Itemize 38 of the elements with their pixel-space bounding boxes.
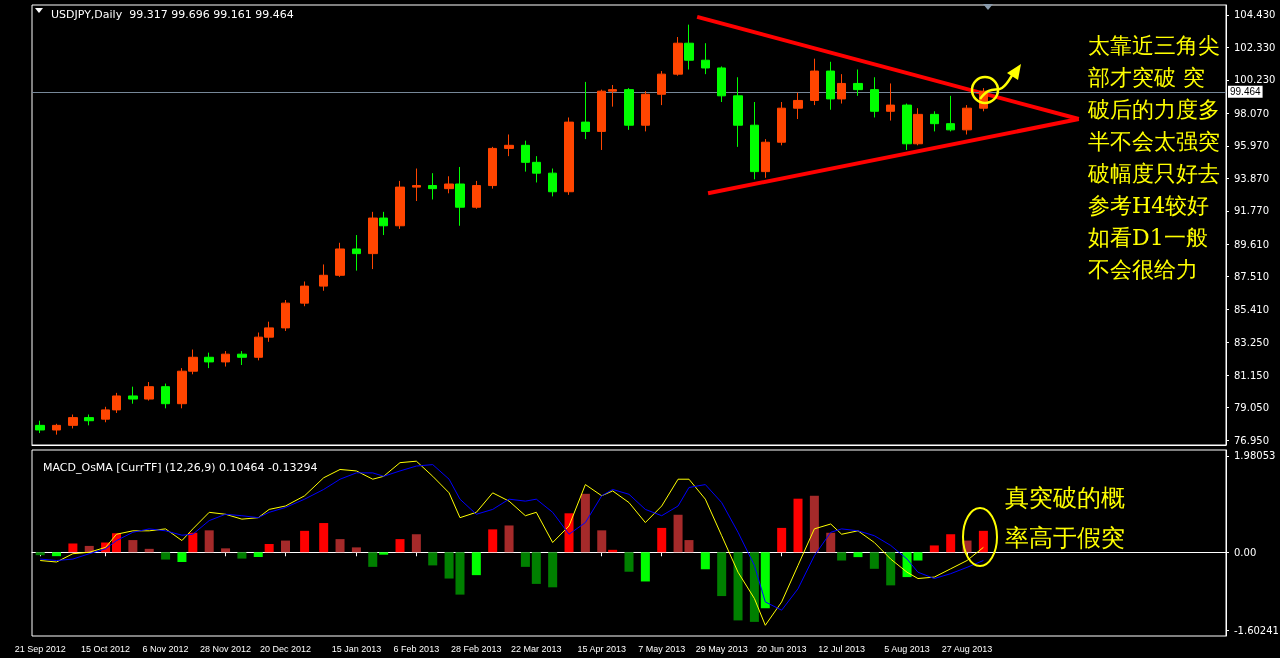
x-tick-label: 20 Dec 2012 xyxy=(260,643,312,654)
y-tick-label: 95.970 xyxy=(1234,140,1269,152)
x-tick-label: 28 Feb 2013 xyxy=(451,643,502,654)
y-tick-label: 1.98053 xyxy=(1234,450,1276,462)
y-tick-label: 89.610 xyxy=(1234,238,1269,250)
y-tick-label: 87.510 xyxy=(1234,271,1269,283)
y-tick-label: 85.410 xyxy=(1234,303,1269,315)
x-tick-label: 21 Sep 2012 xyxy=(14,643,66,654)
y-tick-label: 81.150 xyxy=(1234,369,1269,381)
x-tick-label: 5 Aug 2013 xyxy=(884,643,930,654)
y-tick-label: 104.430 xyxy=(1234,9,1276,21)
y-tick-label: 76.950 xyxy=(1234,434,1269,446)
x-tick-label: 22 Mar 2013 xyxy=(511,643,562,654)
x-tick-label: 20 Jun 2013 xyxy=(756,643,807,654)
x-tick-label: 15 Oct 2012 xyxy=(81,643,131,654)
x-tick-label: 6 Nov 2012 xyxy=(142,643,189,654)
x-tick-label: 28 Nov 2012 xyxy=(200,643,252,654)
y-tick-label: 0.00 xyxy=(1234,546,1257,558)
text: MACD_OsMA [CurrTF] (12,26,9) 0.10464 -0.13294 xyxy=(43,461,318,474)
x-tick-label: 29 May 2013 xyxy=(695,643,748,654)
y-tick-label: -1.60241 xyxy=(1234,624,1279,636)
y-tick-label: 91.770 xyxy=(1234,205,1269,217)
x-tick-label: 27 Aug 2013 xyxy=(941,643,993,654)
y-tick-label: 100.230 xyxy=(1234,74,1276,86)
x-tick-label: 6 Feb 2013 xyxy=(393,643,440,654)
y-tick-label: 102.330 xyxy=(1234,41,1276,53)
y-tick-label: 79.050 xyxy=(1234,402,1269,414)
x-tick-label: 7 May 2013 xyxy=(638,643,686,654)
chart-title: USDJPY,Daily 99.317 99.696 99.161 99.464 xyxy=(51,8,294,21)
x-tick-label: 12 Jul 2013 xyxy=(818,643,865,654)
y-tick-label: 93.870 xyxy=(1234,172,1269,184)
x-tick-label: 15 Apr 2013 xyxy=(577,643,627,654)
annotation: 太靠近三角尖部才突破 突破后的力度多半不会太强突破幅度只好去参考H4较好如看D1一般不会很给力 xyxy=(1088,32,1220,284)
y-tick-label: 98.070 xyxy=(1234,107,1269,119)
y-tick-label: 83.250 xyxy=(1234,337,1269,349)
annotation: 真突破的概率高于假突 xyxy=(1005,483,1125,554)
x-tick-label: 15 Jan 2013 xyxy=(331,643,382,654)
ref-line-label: 99.464 xyxy=(1230,86,1262,98)
